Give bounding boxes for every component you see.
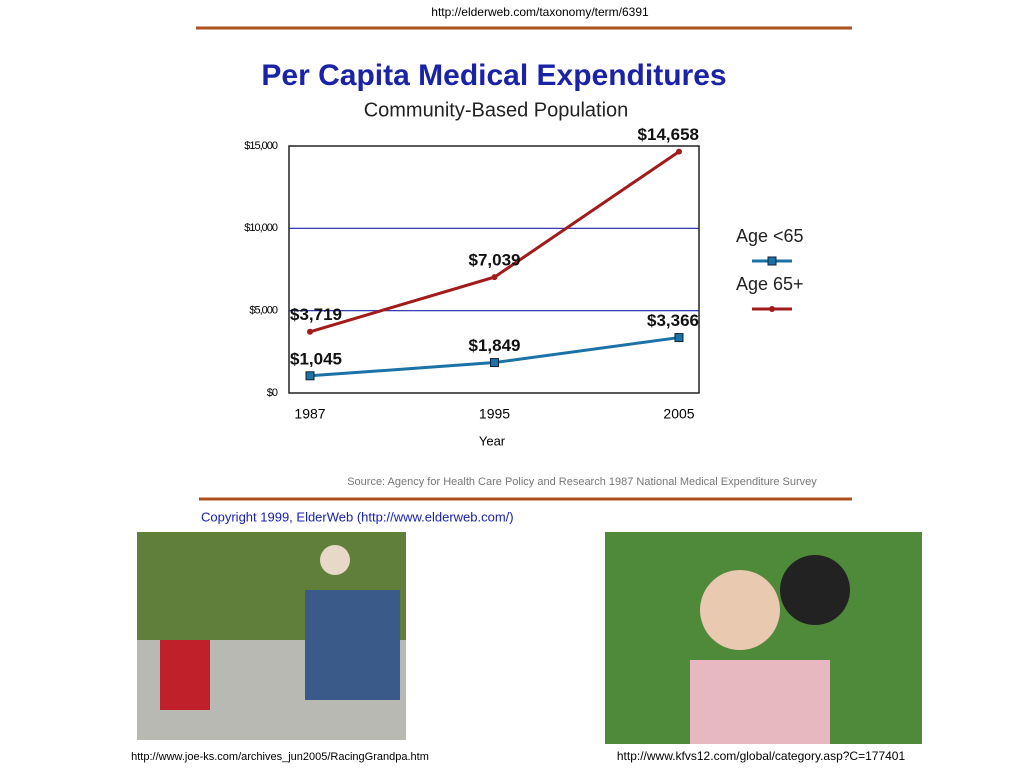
- point: [674, 333, 684, 343]
- series-line: [309, 150, 680, 334]
- point: [490, 358, 499, 368]
- x-tick-label: 1987: [294, 406, 325, 422]
- x-tick-label: 1995: [479, 406, 510, 422]
- legend-label: Age 65+: [736, 274, 804, 294]
- photo: [137, 532, 406, 740]
- data-label: $7,039: [469, 251, 521, 270]
- point: [491, 274, 498, 281]
- x-axis-label: Year: [479, 433, 506, 448]
- point: [676, 148, 682, 155]
- point: [305, 371, 315, 381]
- legend-label: Age <65: [736, 226, 804, 246]
- chart-subtitle: Community-Based Population: [364, 99, 629, 121]
- data-label: $1,849: [469, 336, 521, 355]
- photo-caption: http://www.kfvs12.com/global/category.as…: [617, 749, 906, 763]
- y-tick-label: $5,000: [249, 305, 278, 317]
- legend-swatch: [769, 306, 775, 312]
- y-tick-label: $0: [267, 387, 278, 399]
- data-label: $1,045: [290, 349, 342, 368]
- legend-swatch: [767, 256, 777, 266]
- data-label: $3,366: [647, 311, 699, 330]
- point: [307, 328, 313, 335]
- copyright: Copyright 1999, ElderWeb (http://www.eld…: [201, 509, 514, 524]
- photo-caption: http://www.joe-ks.com/archives_jun2005/R…: [131, 751, 429, 763]
- data-label: $14,658: [638, 125, 699, 144]
- data-label: $3,719: [290, 305, 342, 324]
- plot-frame: [288, 145, 700, 394]
- photo: [605, 532, 922, 744]
- chart-title: Per Capita Medical Expenditures: [261, 59, 726, 92]
- page-url: http://elderweb.com/taxonomy/term/6391: [431, 5, 649, 19]
- y-tick-label: $15,000: [244, 140, 278, 152]
- x-tick-label: 2005: [663, 406, 694, 422]
- source-note: Source: Agency for Health Care Policy an…: [347, 476, 817, 488]
- y-tick-label: $10,000: [244, 222, 278, 234]
